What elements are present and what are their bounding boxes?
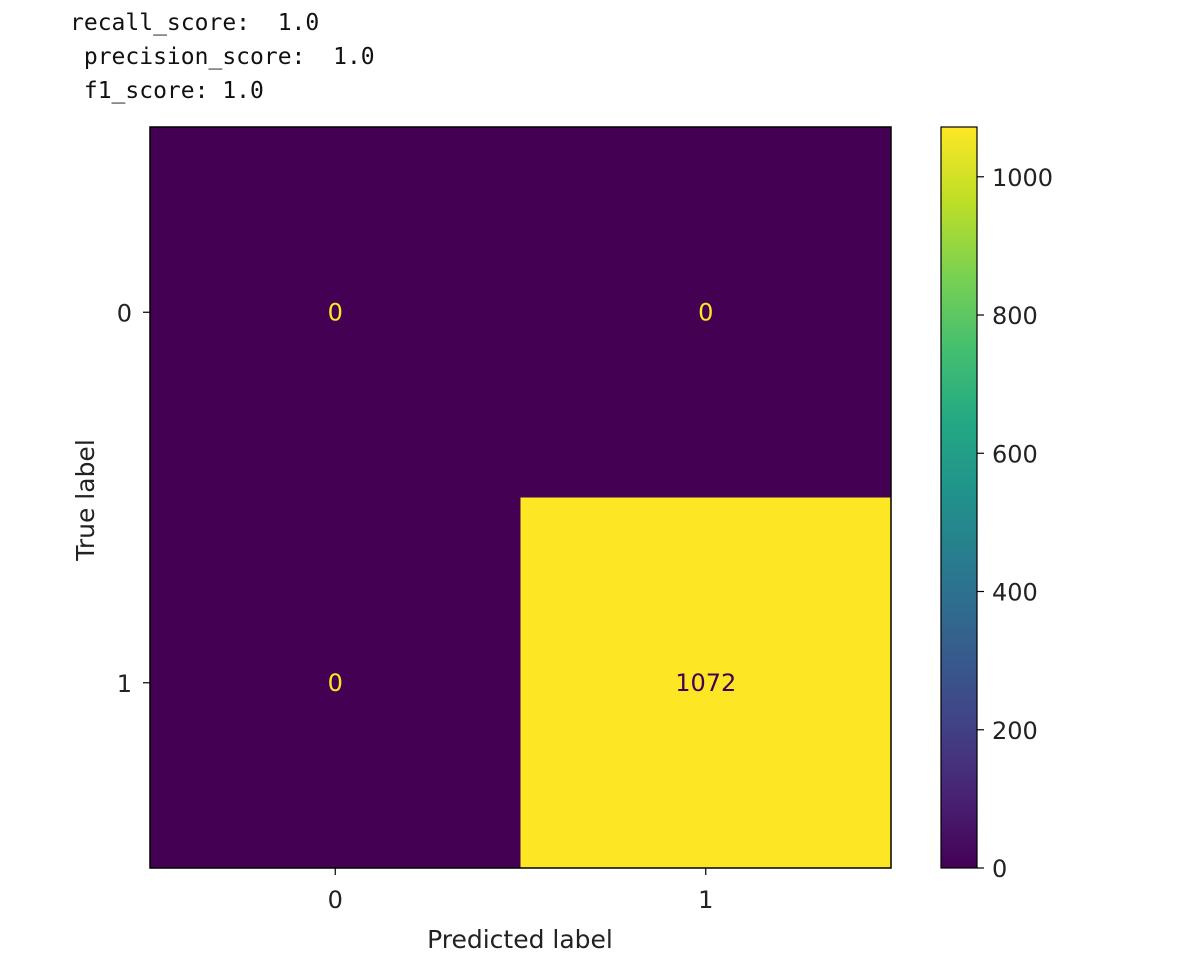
f1-score-line: f1_score: 1.0	[70, 78, 264, 104]
colorbar-tick-label-4: 800	[992, 302, 1038, 330]
y-tick-label-1: 1	[117, 670, 132, 698]
x-tick-label-1: 1	[698, 886, 713, 914]
colorbar: 0 200 400 600 800 1000	[940, 126, 1053, 883]
recall-score-line: recall_score: 1.0	[70, 10, 320, 36]
cell-0-0	[150, 127, 521, 498]
y-axis-label: True label	[71, 439, 100, 562]
metrics-output: recall_score: 1.0 precision_score: 1.0 f…	[70, 6, 375, 108]
x-tick-label-0: 0	[328, 886, 343, 914]
cell-0-1	[520, 127, 891, 498]
matrix-frame	[149, 126, 892, 869]
cell-1-1	[520, 497, 891, 868]
x-axis-label: Predicted label	[427, 925, 613, 954]
cell-1-0	[150, 497, 521, 868]
y-tick-label-0: 0	[117, 299, 132, 327]
cell-label-1-1: 1072	[675, 669, 736, 697]
cell-label-0-0: 0	[328, 298, 343, 326]
colorbar-tick-label-5: 1000	[992, 164, 1053, 192]
colorbar-tick-label-2: 400	[992, 579, 1038, 607]
cell-label-1-0: 0	[328, 669, 343, 697]
matrix-plot: 0 0 0 1072 0 1 0 1	[117, 126, 892, 914]
cell-label-0-1: 0	[698, 298, 713, 326]
precision-score-line: precision_score: 1.0	[70, 44, 375, 70]
colorbar-gradient	[941, 127, 977, 868]
colorbar-tick-label-0: 0	[992, 855, 1007, 883]
colorbar-tick-label-3: 600	[992, 440, 1038, 468]
colorbar-tick-label-1: 200	[992, 717, 1038, 745]
colorbar-frame	[940, 126, 978, 869]
